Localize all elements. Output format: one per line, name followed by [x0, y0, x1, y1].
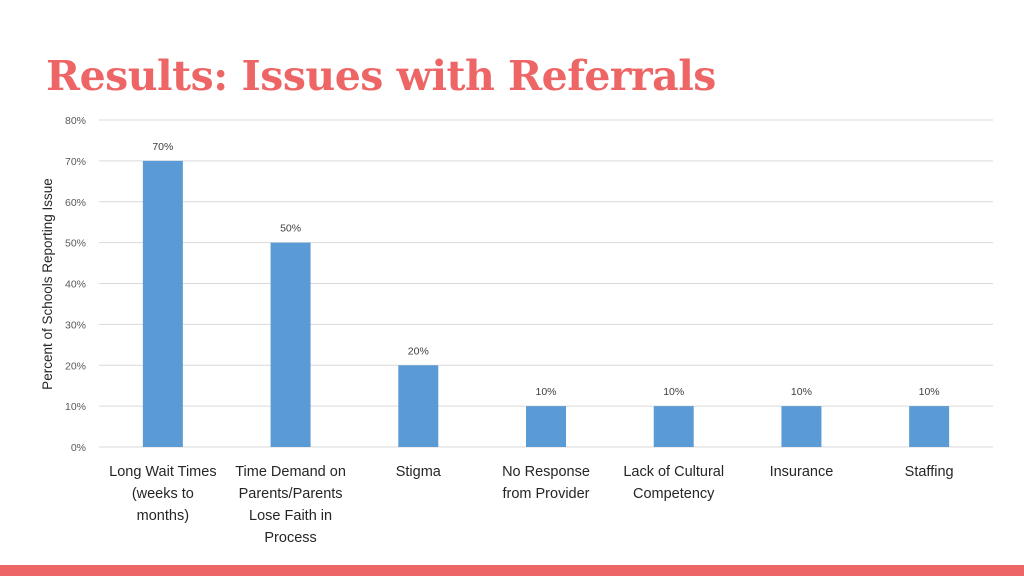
- x-axis-categories: Long Wait Times (weeks to months) Time Dema…: [109, 464, 953, 546]
- y-tick-label: 40%: [65, 279, 86, 291]
- category-label-line: No Response: [502, 464, 590, 480]
- category-label-line: (weeks to: [132, 486, 194, 502]
- bar: [526, 406, 566, 447]
- data-label: 20%: [408, 345, 429, 357]
- y-tick-label: 30%: [65, 319, 86, 331]
- category-label: Insurance: [770, 464, 834, 480]
- data-label: 10%: [791, 386, 812, 398]
- category-label-line: Insurance: [770, 464, 834, 480]
- category-label: Long Wait Times (weeks to months): [109, 464, 216, 524]
- data-labels: 70% 50% 20% 10% 10% 10% 10%: [152, 141, 939, 398]
- y-tick-label: 60%: [65, 197, 86, 209]
- slide-title: Results: Issues with Referrals: [46, 52, 716, 100]
- bar: [781, 406, 822, 447]
- y-axis-ticks: 0% 10% 20% 30% 40% 50% 60% 70% 80%: [65, 115, 86, 454]
- category-label: Stigma: [396, 464, 442, 480]
- category-label-line: Lack of Cultural: [623, 464, 724, 480]
- y-tick-label: 80%: [65, 115, 86, 127]
- y-tick-label: 20%: [65, 360, 86, 372]
- y-tick-label: 70%: [65, 156, 86, 168]
- category-label-line: from Provider: [502, 486, 589, 502]
- category-label: No Response from Provider: [502, 464, 590, 502]
- category-label: Time Demand on Parents/Parents Lose Faith …: [235, 464, 346, 546]
- category-label: Lack of Cultural Competency: [623, 464, 724, 502]
- y-tick-label: 10%: [65, 401, 86, 413]
- category-label-line: Staffing: [905, 464, 954, 480]
- category-label-line: Parents/Parents: [239, 486, 343, 502]
- data-label: 10%: [919, 386, 940, 398]
- category-label-line: Process: [264, 530, 316, 546]
- bar: [653, 406, 694, 447]
- category-label-line: Time Demand on: [235, 464, 346, 480]
- data-label: 50%: [280, 223, 301, 235]
- category-label-line: Stigma: [396, 464, 442, 480]
- data-label: 10%: [535, 386, 556, 398]
- bar: [909, 406, 950, 447]
- bottom-accent-bar: [0, 565, 1024, 576]
- category-label-line: Competency: [633, 486, 715, 502]
- bars: [142, 160, 950, 447]
- category-label: Staffing: [905, 464, 954, 480]
- category-label-line: Lose Faith in: [249, 508, 332, 524]
- data-label: 10%: [663, 386, 684, 398]
- bar: [142, 160, 183, 447]
- bar: [398, 365, 439, 447]
- data-label: 70%: [152, 141, 173, 153]
- y-tick-label: 50%: [65, 238, 86, 250]
- y-tick-label: 0%: [71, 442, 86, 454]
- bar: [270, 242, 311, 447]
- category-label-line: Long Wait Times: [109, 464, 216, 480]
- category-label-line: months): [137, 508, 189, 524]
- y-axis-title: Percent of Schools Reporting Issue: [40, 178, 55, 390]
